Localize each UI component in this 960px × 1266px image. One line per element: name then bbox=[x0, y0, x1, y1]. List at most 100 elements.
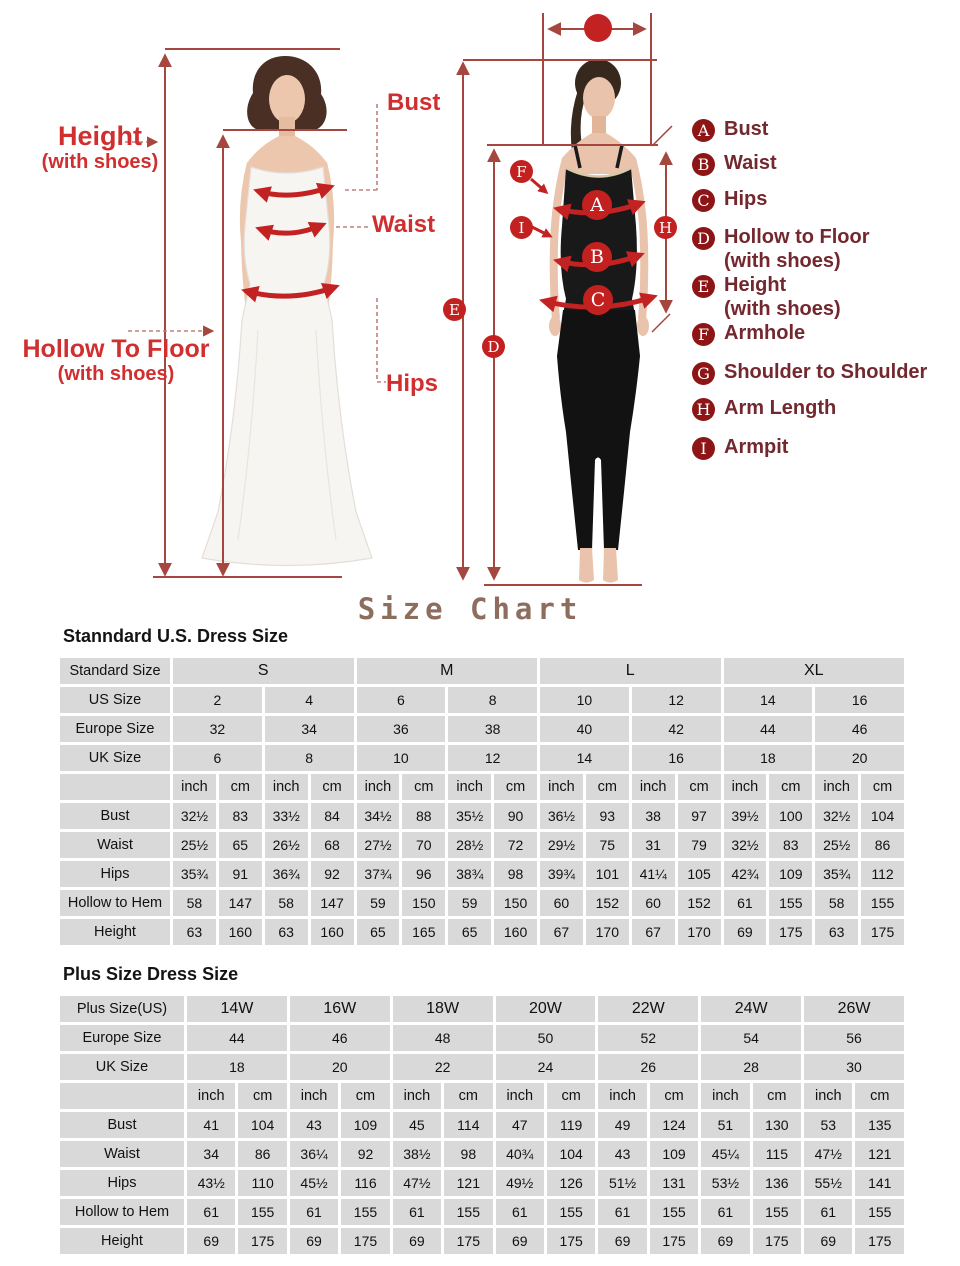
measure-value-cell: 47½ bbox=[392, 1170, 442, 1196]
measure-value-cell: 67 bbox=[540, 919, 583, 945]
size-value-cell: 50 bbox=[495, 1025, 596, 1051]
legend-badge-a: A bbox=[692, 119, 715, 142]
hollow-label-main: Hollow To Floor bbox=[22, 335, 210, 363]
measure-value-cell: 61 bbox=[723, 890, 767, 916]
measure-value-cell: 93 bbox=[585, 803, 629, 829]
measure-value-cell: 175 bbox=[649, 1228, 699, 1254]
legend-badge-f: F bbox=[692, 323, 715, 346]
unit-cell: cm bbox=[238, 1083, 287, 1109]
table-row: Height 69 175 69 175 69 175 69 175 69 175 69 175 69 17… bbox=[60, 1228, 904, 1254]
legend-label-height: Height (with shoes) bbox=[724, 273, 841, 321]
hollow-to-floor-label: Hollow To Floor (with shoes) bbox=[10, 335, 222, 385]
measure-value-cell: 51 bbox=[701, 1112, 750, 1138]
size-value-cell: 2 bbox=[173, 687, 262, 713]
measure-value-cell: 104 bbox=[238, 1112, 287, 1138]
row-label-cell: Hips bbox=[60, 1170, 184, 1196]
measure-value-cell: 63 bbox=[815, 919, 859, 945]
unit-cell: cm bbox=[855, 1083, 904, 1109]
unit-cell: cm bbox=[677, 774, 721, 800]
measure-value-cell: 69 bbox=[598, 1228, 647, 1254]
table-row: Hollow to Hem 61 155 61 155 61 155 61 155 61 155 61… bbox=[60, 1199, 904, 1225]
size-group-cell: 14W bbox=[187, 996, 287, 1022]
table-row: US Size 2 4 6 8 10 12 14 16 bbox=[60, 687, 904, 713]
unit-corner-cell bbox=[60, 1083, 184, 1109]
table-corner-cell: Standard Size bbox=[60, 658, 170, 684]
size-value-cell: 12 bbox=[631, 687, 721, 713]
measure-value-cell: 61 bbox=[187, 1199, 236, 1225]
measure-value-cell: 32½ bbox=[723, 832, 767, 858]
measure-value-cell: 147 bbox=[310, 890, 354, 916]
measure-value-cell: 96 bbox=[402, 861, 446, 887]
table-row: Waist 34 86 36¼ 92 38½ 98 40¾ 104 43 109 45¼ 115 47½ 1… bbox=[60, 1141, 904, 1167]
size-value-cell: 16 bbox=[815, 687, 904, 713]
size-value-cell: 18 bbox=[723, 745, 813, 771]
measure-value-cell: 67 bbox=[631, 919, 675, 945]
measure-value-cell: 42¾ bbox=[723, 861, 767, 887]
measure-value-cell: 155 bbox=[444, 1199, 493, 1225]
table-row: Europe Size 44 46 48 50 52 54 56 bbox=[60, 1025, 904, 1051]
measure-value-cell: 32½ bbox=[173, 803, 216, 829]
unit-cell: cm bbox=[752, 1083, 802, 1109]
unit-corner-cell bbox=[60, 774, 170, 800]
size-value-cell: 12 bbox=[448, 745, 537, 771]
measure-value-cell: 109 bbox=[649, 1141, 699, 1167]
measure-value-cell: 92 bbox=[341, 1141, 390, 1167]
size-group-cell: 24W bbox=[701, 996, 802, 1022]
figure-marker-bust: A bbox=[582, 190, 612, 220]
measure-value-cell: 58 bbox=[173, 890, 216, 916]
measure-value-cell: 114 bbox=[444, 1112, 493, 1138]
measure-value-cell: 59 bbox=[356, 890, 400, 916]
measure-value-cell: 36½ bbox=[540, 803, 583, 829]
legend-row-armpit: I Armpit bbox=[692, 435, 788, 460]
size-value-cell: 8 bbox=[264, 745, 354, 771]
measure-value-cell: 155 bbox=[855, 1199, 904, 1225]
legend-row-arm-length: H Arm Length bbox=[692, 396, 836, 421]
left-model-figure bbox=[201, 56, 373, 567]
legend-badge-d: D bbox=[692, 227, 715, 250]
measure-value-cell: 65 bbox=[218, 832, 262, 858]
row-label-cell: Waist bbox=[60, 1141, 184, 1167]
size-value-cell: 42 bbox=[631, 716, 721, 742]
measure-value-cell: 37¾ bbox=[356, 861, 400, 887]
unit-cell: cm bbox=[218, 774, 262, 800]
measure-value-cell: 58 bbox=[264, 890, 308, 916]
table-row: inch cm inch cm inch cm inch cm inch cm inch cm inch… bbox=[60, 1083, 904, 1109]
size-value-cell: 18 bbox=[187, 1054, 287, 1080]
figure-marker-height: E bbox=[443, 298, 466, 321]
legend-row-hollow: D Hollow to Floor (with shoes) bbox=[692, 225, 870, 273]
measure-value-cell: 38¾ bbox=[448, 861, 492, 887]
size-value-cell: 14 bbox=[723, 687, 813, 713]
size-group-cell: 26W bbox=[804, 996, 904, 1022]
measure-value-cell: 152 bbox=[585, 890, 629, 916]
figure-marker-waist: B bbox=[582, 242, 612, 272]
measure-value-cell: 53 bbox=[804, 1112, 853, 1138]
measure-value-cell: 61 bbox=[804, 1199, 853, 1225]
measure-value-cell: 86 bbox=[238, 1141, 287, 1167]
measure-value-cell: 83 bbox=[218, 803, 262, 829]
row-label-cell: Europe Size bbox=[60, 1025, 184, 1051]
unit-cell: inch bbox=[356, 774, 400, 800]
legend-badge-c: C bbox=[692, 189, 715, 212]
measure-value-cell: 34 bbox=[187, 1141, 236, 1167]
size-value-cell: 16 bbox=[631, 745, 721, 771]
measure-value-cell: 155 bbox=[649, 1199, 699, 1225]
measure-value-cell: 79 bbox=[677, 832, 721, 858]
size-value-cell: 34 bbox=[264, 716, 354, 742]
measurement-diagram: Height (with shoes) Bust Waist Hips Holl… bbox=[0, 0, 960, 630]
unit-cell: inch bbox=[631, 774, 675, 800]
table-row: inch cm inch cm inch cm inch cm inch cm inch cm inch… bbox=[60, 774, 904, 800]
plus-table-title: Plus Size Dress Size bbox=[63, 964, 239, 984]
legend-row-bust: A Bust bbox=[692, 117, 768, 142]
table-row: Plus Size(US) 14W 16W 18W 20W 22W 24W 26W bbox=[60, 996, 904, 1022]
measure-value-cell: 39¾ bbox=[540, 861, 583, 887]
measure-value-cell: 72 bbox=[494, 832, 537, 858]
standard-table-title: Stanndard U.S. Dress Size bbox=[63, 626, 289, 646]
unit-cell: inch bbox=[495, 1083, 544, 1109]
unit-cell: cm bbox=[341, 1083, 390, 1109]
legend-label-armhole: Armhole bbox=[724, 322, 806, 344]
measure-value-cell: 60 bbox=[540, 890, 583, 916]
measure-value-cell: 69 bbox=[392, 1228, 442, 1254]
size-value-cell: 14 bbox=[540, 745, 629, 771]
size-value-cell: 38 bbox=[448, 716, 537, 742]
measure-value-cell: 70 bbox=[402, 832, 446, 858]
